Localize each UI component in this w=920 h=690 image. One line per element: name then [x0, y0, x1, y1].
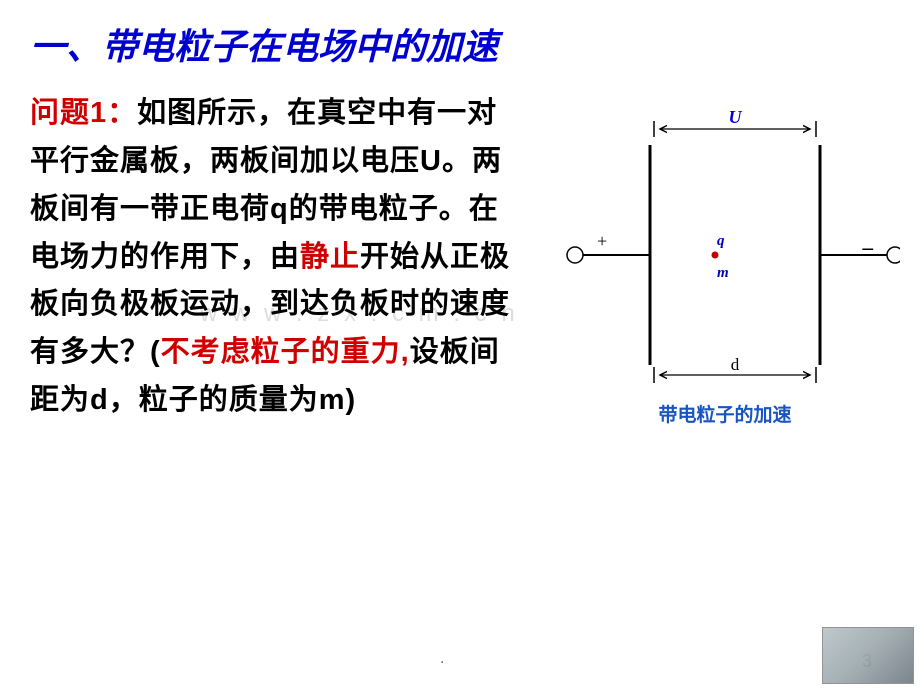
svg-text:_: _ — [862, 228, 874, 252]
svg-text:U: U — [729, 107, 743, 127]
body-nogravity: 不考虑粒子的重力, — [161, 336, 410, 368]
section-title: 一、带电粒子在电场中的加速 — [30, 18, 498, 70]
footer-dot: . — [440, 650, 444, 668]
svg-text:q: q — [717, 233, 725, 249]
body-static: 静止 — [300, 241, 360, 273]
svg-text:d: d — [731, 355, 740, 374]
capacitor-diagram: + _ Ud qm — [560, 100, 900, 400]
problem-label: 问题1： — [30, 97, 137, 129]
diagram-caption: 带电粒子的加速 — [590, 400, 860, 427]
corner-thumbnail — [822, 627, 914, 684]
svg-text:+: + — [597, 231, 607, 251]
svg-text:m: m — [717, 265, 729, 281]
problem-text: 问题1：如图所示，在真空中有一对平行金属板，两板间加以电压U。两板间有一带正电荷… — [30, 90, 520, 425]
